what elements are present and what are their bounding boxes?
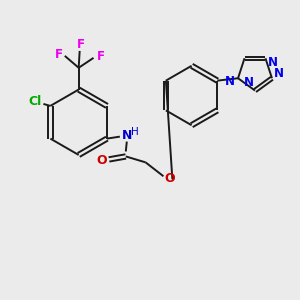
Text: N: N [267, 56, 278, 69]
Text: H: H [131, 127, 139, 137]
Text: Cl: Cl [28, 95, 41, 108]
Text: F: F [76, 38, 85, 52]
Text: F: F [97, 50, 104, 63]
Text: N: N [274, 67, 284, 80]
Text: N: N [225, 75, 235, 88]
Text: O: O [97, 154, 107, 167]
Text: O: O [164, 172, 175, 185]
Text: F: F [55, 48, 63, 62]
Text: N: N [244, 76, 254, 89]
Text: N: N [122, 129, 132, 142]
